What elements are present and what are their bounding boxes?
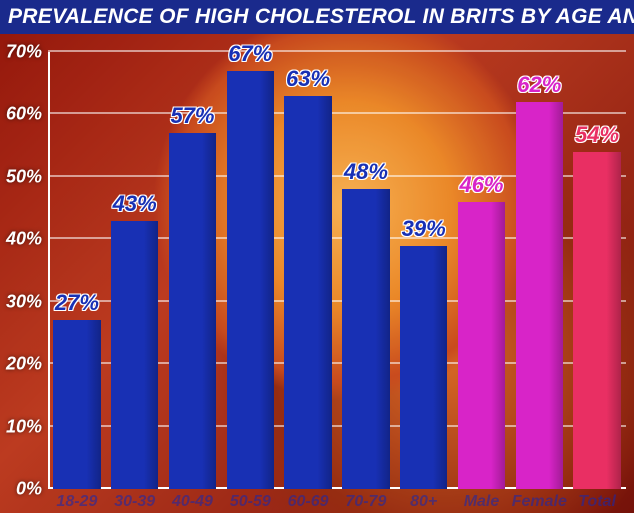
bar-value-label: 63%	[286, 66, 330, 92]
y-tick-label: 20%	[6, 354, 48, 375]
bar-70-79: 48%70-79	[342, 189, 389, 489]
bar-30-39: 43%30-39	[111, 221, 158, 489]
x-category-label: 50-59	[230, 493, 271, 511]
bar-female: 62%Female	[516, 102, 563, 489]
bar-value-label: 54%	[575, 122, 619, 148]
bar-18-29: 27%18-29	[53, 320, 100, 489]
gridline: 70%	[48, 50, 626, 52]
y-tick-label: 40%	[6, 229, 48, 250]
x-category-label: 18-29	[56, 493, 97, 511]
chart-area: 0%10%20%30%40%50%60%70%27%18-2943%30-395…	[0, 34, 634, 513]
x-category-label: 70-79	[345, 493, 386, 511]
x-category-label: 80+	[410, 493, 437, 511]
bar-value-label: 67%	[228, 41, 272, 67]
title-bar: PREVALENCE OF HIGH CHOLESTEROL IN BRITS …	[0, 0, 634, 34]
y-tick-label: 30%	[6, 291, 48, 312]
bar-value-label: 43%	[113, 191, 157, 217]
y-tick-label: 70%	[6, 42, 48, 63]
bar-value-label: 46%	[459, 172, 503, 198]
bar-male: 46%Male	[458, 202, 505, 489]
bar-80plus: 39%80+	[400, 246, 447, 489]
bar-60-69: 63%60-69	[284, 96, 331, 489]
y-tick-label: 60%	[6, 104, 48, 125]
bar-value-label: 48%	[344, 159, 388, 185]
x-category-label: 30-39	[114, 493, 155, 511]
bar-total: 54%Total	[573, 152, 620, 489]
bar-value-label: 57%	[170, 103, 214, 129]
bar-value-label: 62%	[517, 72, 561, 98]
chart-title: PREVALENCE OF HIGH CHOLESTEROL IN BRITS …	[8, 5, 634, 29]
bar-50-59: 67%50-59	[227, 71, 274, 489]
bar-value-label: 39%	[402, 216, 446, 242]
x-category-label: Male	[464, 493, 500, 511]
bar-40-49: 57%40-49	[169, 133, 216, 489]
x-category-label: Total	[578, 493, 616, 511]
y-tick-label: 50%	[6, 166, 48, 187]
y-tick-label: 10%	[6, 416, 48, 437]
bar-value-label: 27%	[55, 290, 99, 316]
chart-stage: PREVALENCE OF HIGH CHOLESTEROL IN BRITS …	[0, 0, 634, 513]
y-tick-label: 0%	[16, 479, 48, 500]
x-category-label: 60-69	[288, 493, 329, 511]
x-category-label: 40-49	[172, 493, 213, 511]
x-category-label: Female	[512, 493, 567, 511]
y-axis	[48, 52, 50, 489]
plot-area: 0%10%20%30%40%50%60%70%27%18-2943%30-395…	[48, 52, 626, 489]
